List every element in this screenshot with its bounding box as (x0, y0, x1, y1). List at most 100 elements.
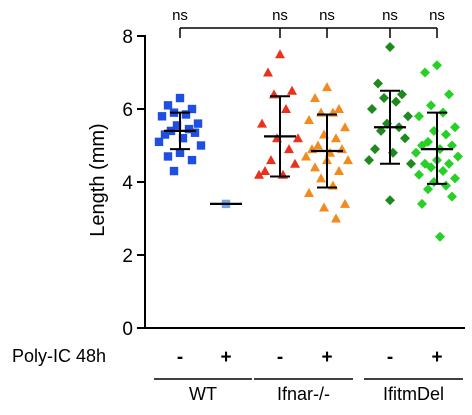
y-tick-label: 2 (122, 246, 133, 267)
data-point (411, 147, 421, 158)
data-point (438, 166, 448, 177)
significance-label: ns (382, 7, 398, 24)
data-point (331, 213, 341, 223)
data-point (172, 121, 182, 130)
data-point (370, 144, 380, 155)
data-point (379, 93, 389, 104)
y-tick-label: 4 (122, 173, 133, 194)
data-point (284, 144, 294, 154)
data-point (190, 128, 200, 137)
data-point (417, 198, 427, 209)
data-point (187, 104, 197, 114)
data-point (301, 151, 311, 161)
data-point (163, 152, 173, 161)
data-point (420, 67, 430, 78)
data-point (426, 100, 436, 111)
data-point (266, 155, 276, 165)
data-point (450, 173, 460, 184)
treatment-sign: - (277, 347, 283, 368)
data-point (313, 140, 323, 150)
data-point (169, 166, 179, 176)
data-point (157, 112, 167, 121)
group-label: IfitmDel (383, 384, 444, 404)
treatment-sign: + (431, 347, 442, 368)
data-point (367, 104, 377, 114)
data-point (334, 166, 344, 176)
data-point (316, 173, 326, 183)
treatment-sign: + (321, 347, 332, 368)
data-point (184, 124, 194, 134)
data-point (334, 104, 344, 113)
data-point (322, 82, 332, 92)
category-labels: - + - + - +WT Ifnar-/- IfitmDel (154, 347, 463, 404)
treatment-sign: - (177, 347, 183, 368)
data-point (187, 155, 197, 165)
significance-label: ns (319, 7, 335, 24)
data-point (304, 114, 314, 124)
data-point (423, 184, 433, 195)
data-point (403, 111, 413, 122)
treatment-sign: + (220, 347, 231, 368)
data-point (426, 162, 436, 173)
data-point (391, 96, 401, 107)
data-point (444, 89, 454, 100)
data-point (163, 101, 173, 110)
data-point (376, 125, 386, 136)
data-point (175, 93, 185, 103)
significance-bracket: ns ns ns ns ns (172, 7, 445, 38)
data-point (343, 155, 353, 165)
significance-label: ns (172, 7, 188, 24)
y-tick-label: 6 (122, 100, 133, 121)
y-tick-label: 8 (122, 27, 133, 48)
mean-sd-bars (164, 89, 453, 205)
data-point (364, 155, 374, 166)
data-point (175, 148, 185, 157)
significance-label: ns (429, 7, 445, 24)
data-point (196, 141, 206, 150)
data-point (432, 60, 442, 71)
y-axis: 0 2 4 6 8 (122, 27, 465, 340)
treatment-sign: - (387, 347, 393, 368)
data-point (414, 169, 424, 180)
data-point (310, 162, 320, 172)
data-point (385, 195, 395, 206)
data-point (441, 180, 451, 191)
data-point (444, 158, 454, 169)
data-point (263, 67, 273, 77)
data-point (435, 231, 445, 242)
data-point (331, 133, 341, 143)
data-point (193, 119, 203, 128)
data-point (281, 104, 291, 113)
data-point (414, 111, 424, 122)
data-point (160, 130, 170, 139)
data-point (319, 202, 329, 212)
condition-label: Poly-IC 48h (12, 346, 106, 366)
data-point (406, 158, 416, 169)
data-point (453, 151, 463, 162)
data-point (441, 129, 451, 140)
data-point (340, 198, 350, 208)
y-axis-title: Length (mm) (87, 123, 109, 236)
data-point (260, 166, 270, 176)
data-point (397, 89, 407, 100)
significance-label: ns (272, 7, 288, 24)
data-point (450, 122, 460, 133)
data-point (178, 134, 188, 143)
data-point (304, 187, 314, 197)
data-point (257, 118, 267, 128)
group-label: Ifnar-/- (277, 384, 330, 404)
data-point (290, 158, 300, 168)
data-point (287, 85, 297, 95)
y-tick-label: 0 (122, 319, 133, 340)
data-points (154, 41, 463, 242)
group-label: WT (189, 384, 217, 404)
data-point (310, 93, 320, 103)
data-point (340, 122, 350, 132)
data-point (385, 41, 395, 52)
data-point (181, 110, 191, 119)
data-point (254, 169, 264, 179)
data-point (447, 191, 457, 202)
data-point (400, 133, 410, 144)
data-point (154, 137, 164, 147)
